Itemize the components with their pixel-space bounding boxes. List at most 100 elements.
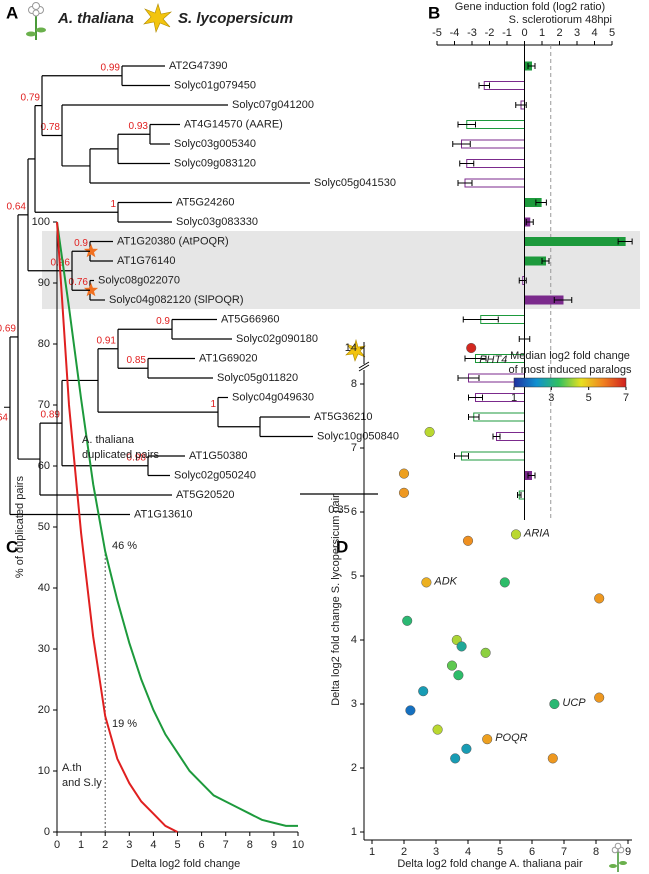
x-tick-label: 9 <box>625 846 631 858</box>
chart-title: Gene induction fold (log2 ratio) <box>455 1 605 13</box>
leaf-label: Solyc04g082120 (SlPOQR) <box>109 294 244 306</box>
y-axis-label: % of duplicated pairs <box>14 475 26 578</box>
x-tick-label: 1 <box>369 846 375 858</box>
leaf-label: AT5G36210 <box>314 411 373 423</box>
x-tick-label: 7 <box>223 839 229 851</box>
point-label: PHT4 <box>479 354 507 366</box>
scatter-point <box>594 692 605 703</box>
support-value: 0.99 <box>101 62 121 73</box>
leaf-label: Solyc09g083120 <box>174 157 256 169</box>
y-tick-label: 6 <box>351 506 357 518</box>
x-tick-label: 5 <box>609 27 615 39</box>
y-axis-label: Delta log2 fold change S. lycopersicum p… <box>330 494 342 706</box>
x-tick-label: -3 <box>467 27 477 39</box>
x-tick-label: 6 <box>199 839 205 851</box>
support-value: 1 <box>110 199 116 210</box>
x-tick-label: 10 <box>292 839 304 851</box>
annotation: 19 % <box>112 718 137 730</box>
leaf-label: Solyc02g090180 <box>236 333 318 345</box>
colorbar-tick-label: 3 <box>548 392 554 404</box>
scatter-point <box>594 593 605 604</box>
support-value: 0.76 <box>69 277 89 288</box>
leaf-label: Solyc05g041530 <box>314 177 396 189</box>
support-value: 0.64 <box>0 412 8 423</box>
leaf-label: AT5G20520 <box>176 489 235 501</box>
point-label: UCP <box>562 697 586 709</box>
point-label: ARIA <box>523 527 550 539</box>
duplication-star <box>83 243 99 258</box>
duplication-star <box>83 282 99 297</box>
colorbar-tick-label: 7 <box>623 392 629 404</box>
support-value: 0.89 <box>41 410 61 421</box>
annotation: 46 % <box>112 540 137 552</box>
scatter-point <box>461 743 472 754</box>
y-tick-label: 5 <box>351 570 357 582</box>
y-tick-label: 7 <box>351 442 357 454</box>
leaf-label: Solyc07g041200 <box>232 99 314 111</box>
scatter-point <box>446 660 458 671</box>
colorbar-tick-label: 5 <box>586 392 592 404</box>
y-tick-label: 60 <box>38 460 50 472</box>
colorbar-tick-label: 1 <box>511 392 517 404</box>
leaf-label: AT4G14570 (AARE) <box>184 118 283 130</box>
leaf-label: Solyc03g005340 <box>174 138 256 150</box>
y-tick-label: 20 <box>38 704 50 716</box>
x-tick-label: 5 <box>174 839 180 851</box>
axis-break <box>359 364 369 370</box>
support-value: 0.98 <box>127 452 147 463</box>
leaf-label: Solyc02g050240 <box>174 469 256 481</box>
scatter-point <box>456 641 467 652</box>
point-label: ADK <box>433 575 457 587</box>
x-axis-label: Delta log2 fold change A. thaliana pair <box>397 858 583 870</box>
leaf-label: AT1G76140 <box>117 255 176 267</box>
y-tick-label: 0 <box>44 826 50 838</box>
scatter-point <box>480 647 491 658</box>
colorbar-title: of most induced paralogs <box>509 364 632 376</box>
x-tick-label: 3 <box>126 839 132 851</box>
leaf-label: AT5G66960 <box>221 313 280 325</box>
leaf-label: Solyc01g079450 <box>174 79 256 91</box>
y-tick-label: 1 <box>351 826 357 838</box>
leaf-label: AT1G69020 <box>199 352 258 364</box>
scatter-point <box>466 342 477 354</box>
scatter-point <box>418 686 429 697</box>
leaf-label: Solyc05g011820 <box>217 372 298 384</box>
arabidopsis-icon <box>609 842 627 872</box>
x-tick-label: 0 <box>521 27 527 39</box>
x-tick-label: 3 <box>433 846 439 858</box>
y-tick-label: 8 <box>351 378 357 390</box>
series-label: A.th and S.ly <box>62 762 102 789</box>
leaf-label: Solyc03g083330 <box>176 216 258 228</box>
colorbar-title: Median log2 fold change <box>510 350 630 362</box>
leaf-label: AT1G20380 (AtPOQR) <box>117 235 229 247</box>
scatter-point <box>405 705 416 716</box>
scatter-point <box>499 577 510 588</box>
support-value: 1 <box>210 399 216 410</box>
support-value: 0.69 <box>0 324 16 335</box>
panel-label: C <box>6 537 18 556</box>
leaf-label: AT1G13610 <box>134 508 193 520</box>
x-axis-label: Delta log2 fold change <box>131 858 240 870</box>
support-value: 0.91 <box>97 335 117 346</box>
x-tick-label: -5 <box>432 27 442 39</box>
x-tick-label: 3 <box>574 27 580 39</box>
x-tick-label: 1 <box>78 839 84 851</box>
x-tick-label: 2 <box>102 839 108 851</box>
tomato-icon <box>143 3 173 33</box>
scatter-point <box>482 734 493 745</box>
y-tick-label: 10 <box>38 765 50 777</box>
y-tick-label: 80 <box>38 338 50 350</box>
y-tick-label: 3 <box>351 698 357 710</box>
bar <box>483 81 525 90</box>
series-line <box>56 221 298 827</box>
axis-break <box>358 364 370 372</box>
series-line <box>56 221 178 833</box>
scatter-point <box>549 698 560 710</box>
series-label: A. thaliana duplicated pairs <box>82 434 160 461</box>
x-tick-label: -4 <box>450 27 460 39</box>
x-tick-label: 8 <box>247 839 253 851</box>
scatter-point <box>398 487 410 498</box>
x-tick-label: 2 <box>401 846 407 858</box>
scatter-point <box>547 753 558 764</box>
